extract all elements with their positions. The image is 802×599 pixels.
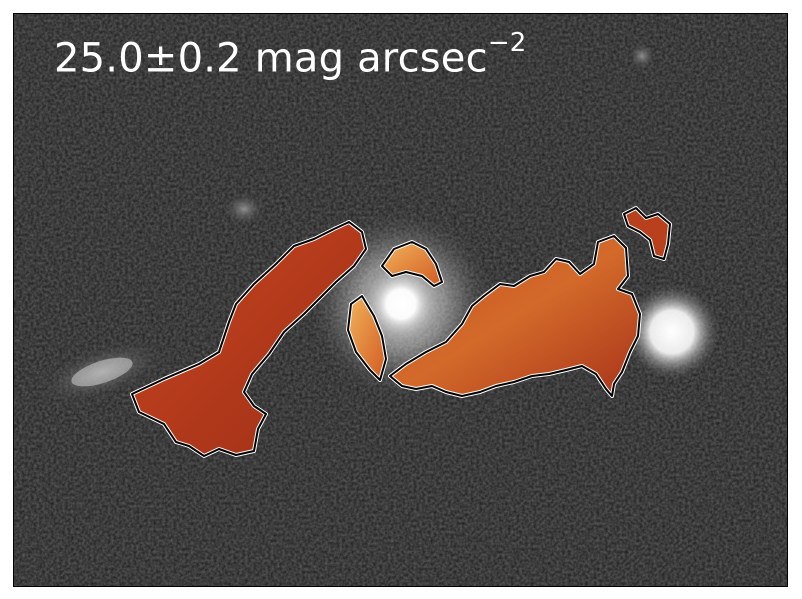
faint-object-top bbox=[628, 42, 656, 70]
inner-top-arc-region bbox=[380, 240, 444, 288]
bright-star bbox=[624, 284, 720, 380]
faint-object-left bbox=[222, 192, 266, 226]
inner-bottom-arc-region bbox=[346, 294, 388, 382]
right-arm-region bbox=[388, 234, 642, 398]
small-top-right-region bbox=[622, 206, 672, 261]
galaxy-core bbox=[359, 262, 443, 346]
surface-brightness-label: 25.0±0.2 mag arcsec−2 bbox=[54, 30, 527, 82]
surface-brightness-value: 25.0±0.2 mag arcsec bbox=[54, 35, 488, 82]
image-panel: 25.0±0.2 mag arcsec−2 bbox=[13, 13, 788, 587]
elongated-galaxy-core bbox=[71, 357, 133, 387]
galaxy-image bbox=[14, 14, 787, 586]
surface-brightness-exponent: −2 bbox=[487, 28, 527, 58]
left-arm-region bbox=[130, 220, 368, 458]
